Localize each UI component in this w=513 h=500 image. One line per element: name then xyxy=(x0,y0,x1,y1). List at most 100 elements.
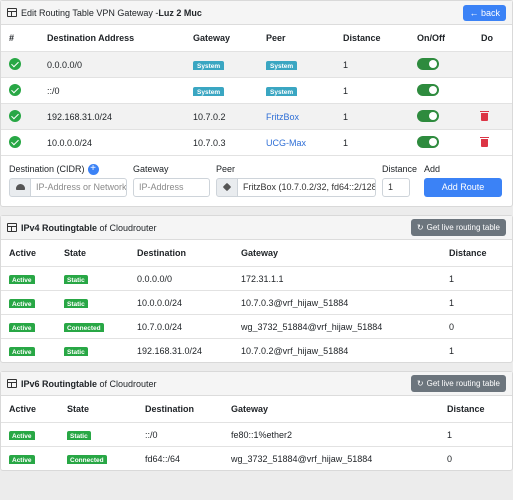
col-state: State xyxy=(67,404,90,414)
table-row: Active Static 0.0.0.0/0 172.31.1.1 1 xyxy=(1,266,512,290)
ipv6-title-bold: IPv6 Routingtable xyxy=(21,378,98,389)
col-index: # xyxy=(9,33,15,43)
peer-badge: System xyxy=(266,86,298,96)
destination-label: Destination (CIDR) xyxy=(9,164,85,174)
route-destination: ::/0 xyxy=(47,85,60,96)
col-destination: Destination Address xyxy=(47,33,135,43)
trash-icon[interactable] xyxy=(480,136,489,147)
back-button[interactable]: ← back xyxy=(463,4,506,21)
active-badge: Active xyxy=(9,298,35,308)
table-row: 10.0.0.0/24 10.7.0.3 UCG-Max 1 xyxy=(1,129,512,155)
state-badge: Connected xyxy=(64,322,104,332)
edit-title-prefix: Edit Routing Table VPN Gateway - xyxy=(21,7,159,18)
route-gateway: wg_3732_51884@vrf_hijaw_51884 xyxy=(231,453,373,464)
table-icon xyxy=(7,8,17,17)
peer-link[interactable]: FritzBox xyxy=(266,111,300,122)
route-toggle[interactable] xyxy=(417,57,439,70)
gateway-input[interactable]: IP-Address xyxy=(133,177,210,197)
form-labels: Destination (CIDR) + Gateway Peer Distan… xyxy=(9,162,504,176)
route-destination: 0.0.0.0/0 xyxy=(47,59,83,70)
route-distance: 0 xyxy=(447,453,453,464)
table-row: Active Static ::/0 fe80::1%ether2 1 xyxy=(1,422,512,446)
route-destination: 10.0.0.0/24 xyxy=(47,137,93,148)
col-destination: Destination xyxy=(137,248,187,258)
col-active: Active xyxy=(9,404,37,414)
active-badge: Active xyxy=(9,430,35,440)
edit-card-title: Edit Routing Table VPN Gateway - Luz 2 M… xyxy=(7,8,463,18)
table-row: 0.0.0.0/0 System System 1 xyxy=(1,51,512,77)
route-distance: 1 xyxy=(343,111,349,122)
route-gateway: 10.7.0.3@vrf_hijaw_51884 xyxy=(241,297,349,308)
network-icon xyxy=(9,177,31,197)
add-label: Add xyxy=(424,164,441,174)
route-gateway: 10.7.0.2 xyxy=(193,111,226,122)
col-peer: Peer xyxy=(266,33,286,43)
route-distance: 1 xyxy=(447,429,453,440)
col-state: State xyxy=(64,248,87,258)
col-destination: Destination xyxy=(145,404,195,414)
route-distance: 1 xyxy=(449,273,455,284)
check-circle-icon xyxy=(9,57,21,70)
ipv4-title-bold: IPv4 Routingtable xyxy=(21,222,98,233)
get-live-ipv4-label: Get live routing table xyxy=(426,223,500,232)
distance-input[interactable]: 1 xyxy=(382,177,410,197)
get-live-ipv6-button[interactable]: ↻ Get live routing table xyxy=(410,375,506,392)
active-badge: Active xyxy=(9,346,35,356)
active-badge: Active xyxy=(9,322,35,332)
route-gateway: 10.7.0.2@vrf_hijaw_51884 xyxy=(241,345,349,356)
edit-card-header: Edit Routing Table VPN Gateway - Luz 2 M… xyxy=(1,1,512,25)
gateway-label: Gateway xyxy=(133,164,169,174)
check-circle-icon xyxy=(9,135,21,148)
state-badge: Static xyxy=(64,274,88,284)
destination-input[interactable]: IP-Address or Network (C xyxy=(31,177,127,197)
edit-title-gateway: Luz 2 Muc xyxy=(158,7,202,18)
table-row: ::/0 System System 1 xyxy=(1,77,512,103)
ipv6-table-header: Active State Destination Gateway Distanc… xyxy=(1,396,512,422)
check-circle-icon xyxy=(9,109,21,122)
col-onoff: On/Off xyxy=(417,33,445,43)
route-distance: 1 xyxy=(449,297,455,308)
table-row: Active Connected fd64::/64 wg_3732_51884… xyxy=(1,446,512,470)
table-icon xyxy=(7,379,17,388)
route-toggle[interactable] xyxy=(417,109,439,122)
plus-icon[interactable]: + xyxy=(87,163,99,175)
table-row: 192.168.31.0/24 10.7.0.2 FritzBox 1 xyxy=(1,103,512,129)
ipv4-card-header: IPv4 Routingtable of Cloudrouter ↻ Get l… xyxy=(1,216,512,240)
tag-icon xyxy=(216,177,238,197)
route-gateway: wg_3732_51884@vrf_hijaw_51884 xyxy=(241,321,383,332)
ipv6-title-suffix: of Cloudrouter xyxy=(97,378,157,389)
table-row: Active Static 10.0.0.0/24 10.7.0.3@vrf_h… xyxy=(1,290,512,314)
ipv4-table-header: Active State Destination Gateway Distanc… xyxy=(1,240,512,266)
ipv4-title-suffix: of Cloudrouter xyxy=(97,222,157,233)
gateway-badge: System xyxy=(193,60,225,70)
edit-table-header: # Destination Address Gateway Peer Dista… xyxy=(1,25,512,51)
refresh-icon: ↻ xyxy=(416,223,424,232)
distance-label: Distance xyxy=(382,164,418,174)
route-destination: 10.0.0.0/24 xyxy=(137,297,183,308)
state-badge: Static xyxy=(64,346,88,356)
route-distance: 1 xyxy=(343,137,349,148)
get-live-ipv6-label: Get live routing table xyxy=(426,379,500,388)
trash-icon[interactable] xyxy=(480,110,489,121)
col-distance: Distance xyxy=(343,33,381,43)
add-route-button[interactable]: Add Route xyxy=(424,177,502,197)
ipv6-card-header: IPv6 Routingtable of Cloudrouter ↻ Get l… xyxy=(1,372,512,396)
col-gateway: Gateway xyxy=(193,33,231,43)
add-route-form: Destination (CIDR) + Gateway Peer Distan… xyxy=(1,155,512,206)
route-destination: 10.7.0.0/24 xyxy=(137,321,183,332)
col-gateway: Gateway xyxy=(231,404,269,414)
active-badge: Active xyxy=(9,454,35,464)
ipv6-card-title: IPv6 Routingtable of Cloudrouter xyxy=(7,379,411,389)
state-badge: Static xyxy=(67,430,91,440)
route-toggle[interactable] xyxy=(417,83,439,96)
ipv4-card-title: IPv4 Routingtable of Cloudrouter xyxy=(7,223,411,233)
route-toggle[interactable] xyxy=(417,135,439,148)
ipv4-routing-card: IPv4 Routingtable of Cloudrouter ↻ Get l… xyxy=(0,215,513,363)
get-live-ipv4-button[interactable]: ↻ Get live routing table xyxy=(410,219,506,236)
edit-routing-card: Edit Routing Table VPN Gateway - Luz 2 M… xyxy=(0,0,513,207)
table-row: Active Static 192.168.31.0/24 10.7.0.2@v… xyxy=(1,338,512,362)
route-destination: ::/0 xyxy=(145,429,158,440)
peer-select[interactable]: FritzBox (10.7.0.2/32, fd64::2/128) ⌄ xyxy=(238,177,376,197)
peer-link[interactable]: UCG-Max xyxy=(266,137,306,148)
table-icon xyxy=(7,223,17,232)
